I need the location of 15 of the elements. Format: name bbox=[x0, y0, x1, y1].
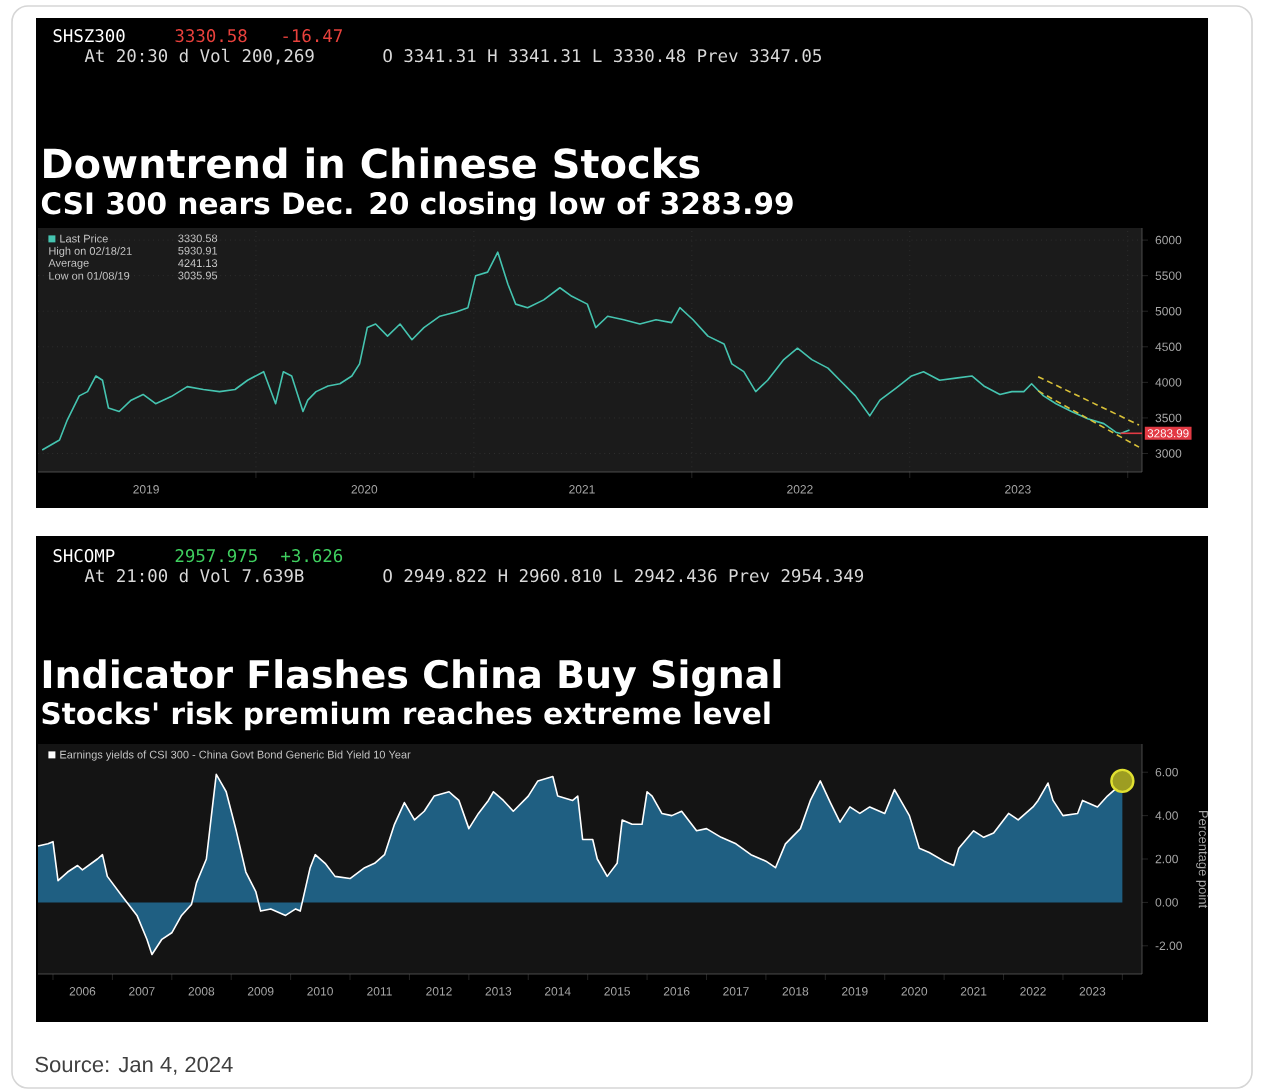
text: O 3341.31 H 3341.31 L 3330.48 Prev 3347.05 bbox=[383, 49, 821, 63]
text: +3.626 bbox=[281, 549, 343, 563]
text: SHCOMP bbox=[53, 549, 115, 563]
text: At 20:30 d Vol 200,269 bbox=[84, 48, 314, 65]
chart-subtitle: CSI 300 nears Dec. 20 closing low of 3283.99 bbox=[41, 191, 793, 221]
source-note: Source: Jan 4, 2024 bbox=[35, 1056, 233, 1075]
chart-subtitle: Stocks' risk premium reaches extreme level bbox=[42, 701, 770, 731]
chart-title: Indicator Flashes China Buy Signal bbox=[43, 659, 781, 697]
text: 2957.975 bbox=[175, 549, 257, 563]
chart-title: Downtrend in Chinese Stocks bbox=[44, 147, 700, 179]
text: SHSZ300 bbox=[53, 29, 125, 43]
text: 3330.58 bbox=[175, 29, 247, 43]
text: O 2949.822 H 2960.810 L 2942.436 Prev 2954.349 bbox=[383, 569, 864, 583]
text: At 21:00 d Vol 7.639B bbox=[84, 568, 304, 583]
text: -16.47 bbox=[283, 29, 342, 43]
